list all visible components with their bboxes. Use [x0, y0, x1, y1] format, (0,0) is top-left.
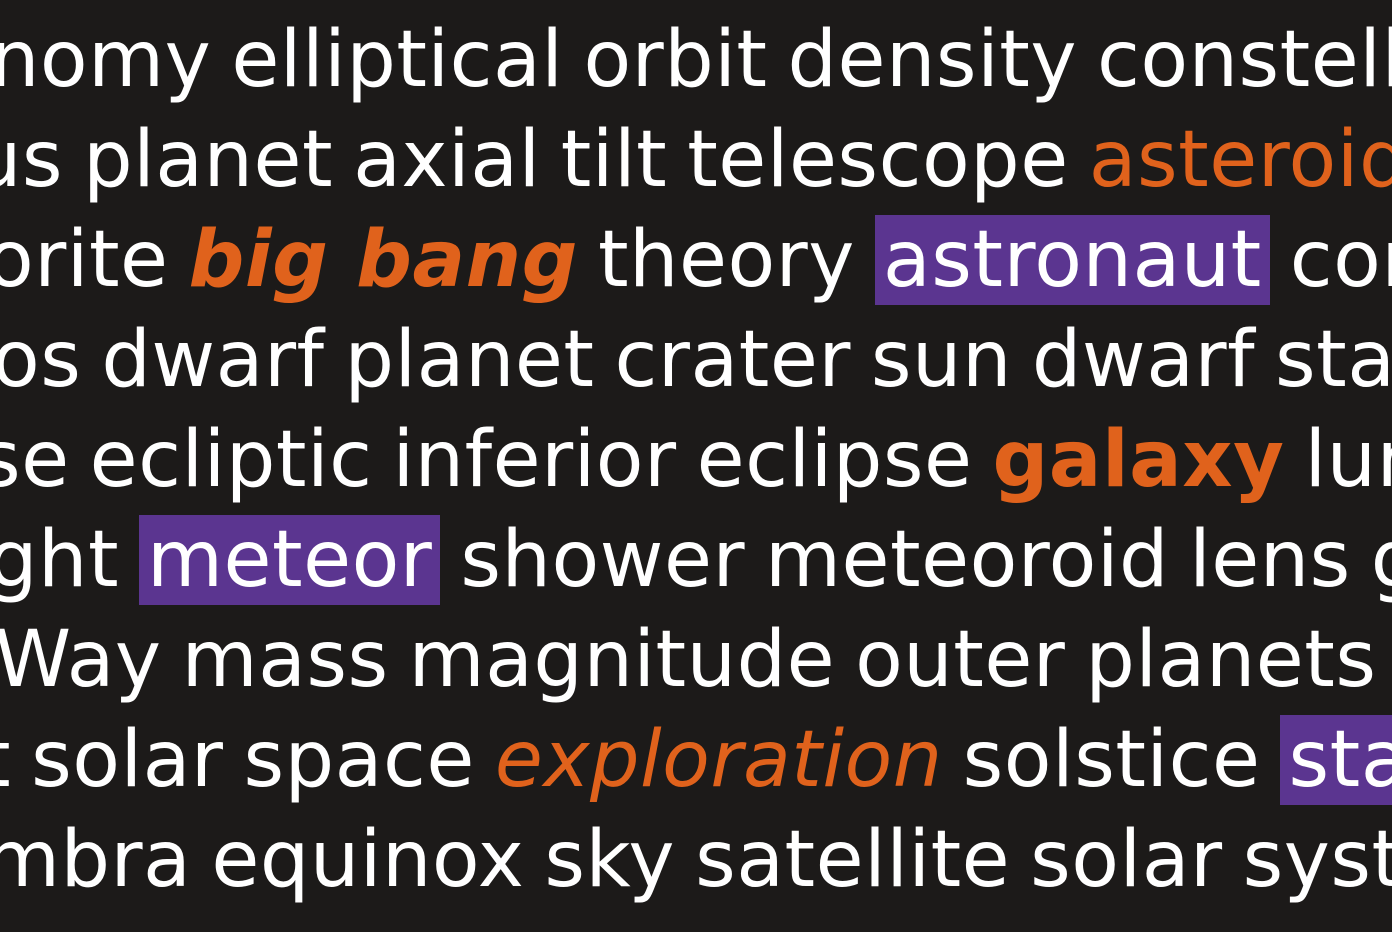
word: axial [353, 115, 541, 205]
word: planet [344, 315, 595, 405]
word: orite [0, 215, 169, 305]
word: nomy [0, 15, 212, 105]
word: magnitude [408, 615, 836, 705]
word: gravit [1371, 515, 1392, 605]
word: solstice [962, 715, 1261, 805]
highlighted-word: star [1280, 715, 1392, 805]
word: star [1275, 315, 1392, 405]
word: planets [1085, 615, 1377, 705]
word: system [1242, 815, 1392, 905]
text-line-9: mbraequinoxskysatellitesolarsystemn [0, 810, 1392, 910]
text-line-8: tsolarspaceexplorationsolsticestarecl [0, 710, 1392, 810]
word: os [0, 315, 82, 405]
text-line-4: osdwarfplanetcratersundwarfstardu [0, 310, 1392, 410]
text-line-7: Waymassmagnitudeouterplanetsnebu [0, 610, 1392, 710]
word: Way [0, 615, 162, 705]
word: mbra [0, 815, 192, 905]
word: ght [0, 515, 120, 605]
word: eclipse [696, 415, 973, 505]
word: lunar [1304, 415, 1392, 505]
word: ecliptic [89, 415, 373, 505]
word: dwarf [1031, 315, 1256, 405]
word: shower [460, 515, 746, 605]
word: equinox [211, 815, 525, 905]
word: solar [1030, 815, 1223, 905]
word: lens [1189, 515, 1351, 605]
word: comet [1289, 215, 1392, 305]
word: planet [83, 115, 334, 205]
word: solar [31, 715, 224, 805]
word: sky [544, 815, 676, 905]
word: outer [855, 615, 1066, 705]
word: constellation [1097, 15, 1392, 105]
highlighted-word: astronaut [874, 215, 1270, 305]
word: elliptical [231, 15, 564, 105]
accent-word: big bang [188, 215, 578, 305]
word: space [243, 715, 475, 805]
word: crater [614, 315, 851, 405]
word: dwarf [101, 315, 325, 405]
word: theory [597, 215, 855, 305]
text-line-2: usplanetaxialtilttelescopeasteroidbelt [0, 110, 1392, 210]
word: sun [870, 315, 1012, 405]
word: mass [181, 615, 389, 705]
word: orbit [583, 15, 768, 105]
text-line-1: nomyellipticalorbitdensityconstellation [0, 10, 1392, 110]
word: t [0, 715, 11, 805]
accent-word: galaxy [992, 415, 1285, 505]
word: se [0, 415, 70, 505]
word: meteoroid [765, 515, 1170, 605]
word: telescope [687, 115, 1069, 205]
word: satellite [695, 815, 1011, 905]
text-line-5: seeclipticinferioreclipsegalaxylunarfa [0, 410, 1392, 510]
accent-word: exploration [494, 715, 943, 805]
accent-word: asteroid [1088, 115, 1392, 205]
word: density [787, 15, 1077, 105]
word: inferior [392, 415, 677, 505]
word: us [0, 115, 64, 205]
word: tilt [560, 115, 668, 205]
highlighted-word: meteor [139, 515, 441, 605]
